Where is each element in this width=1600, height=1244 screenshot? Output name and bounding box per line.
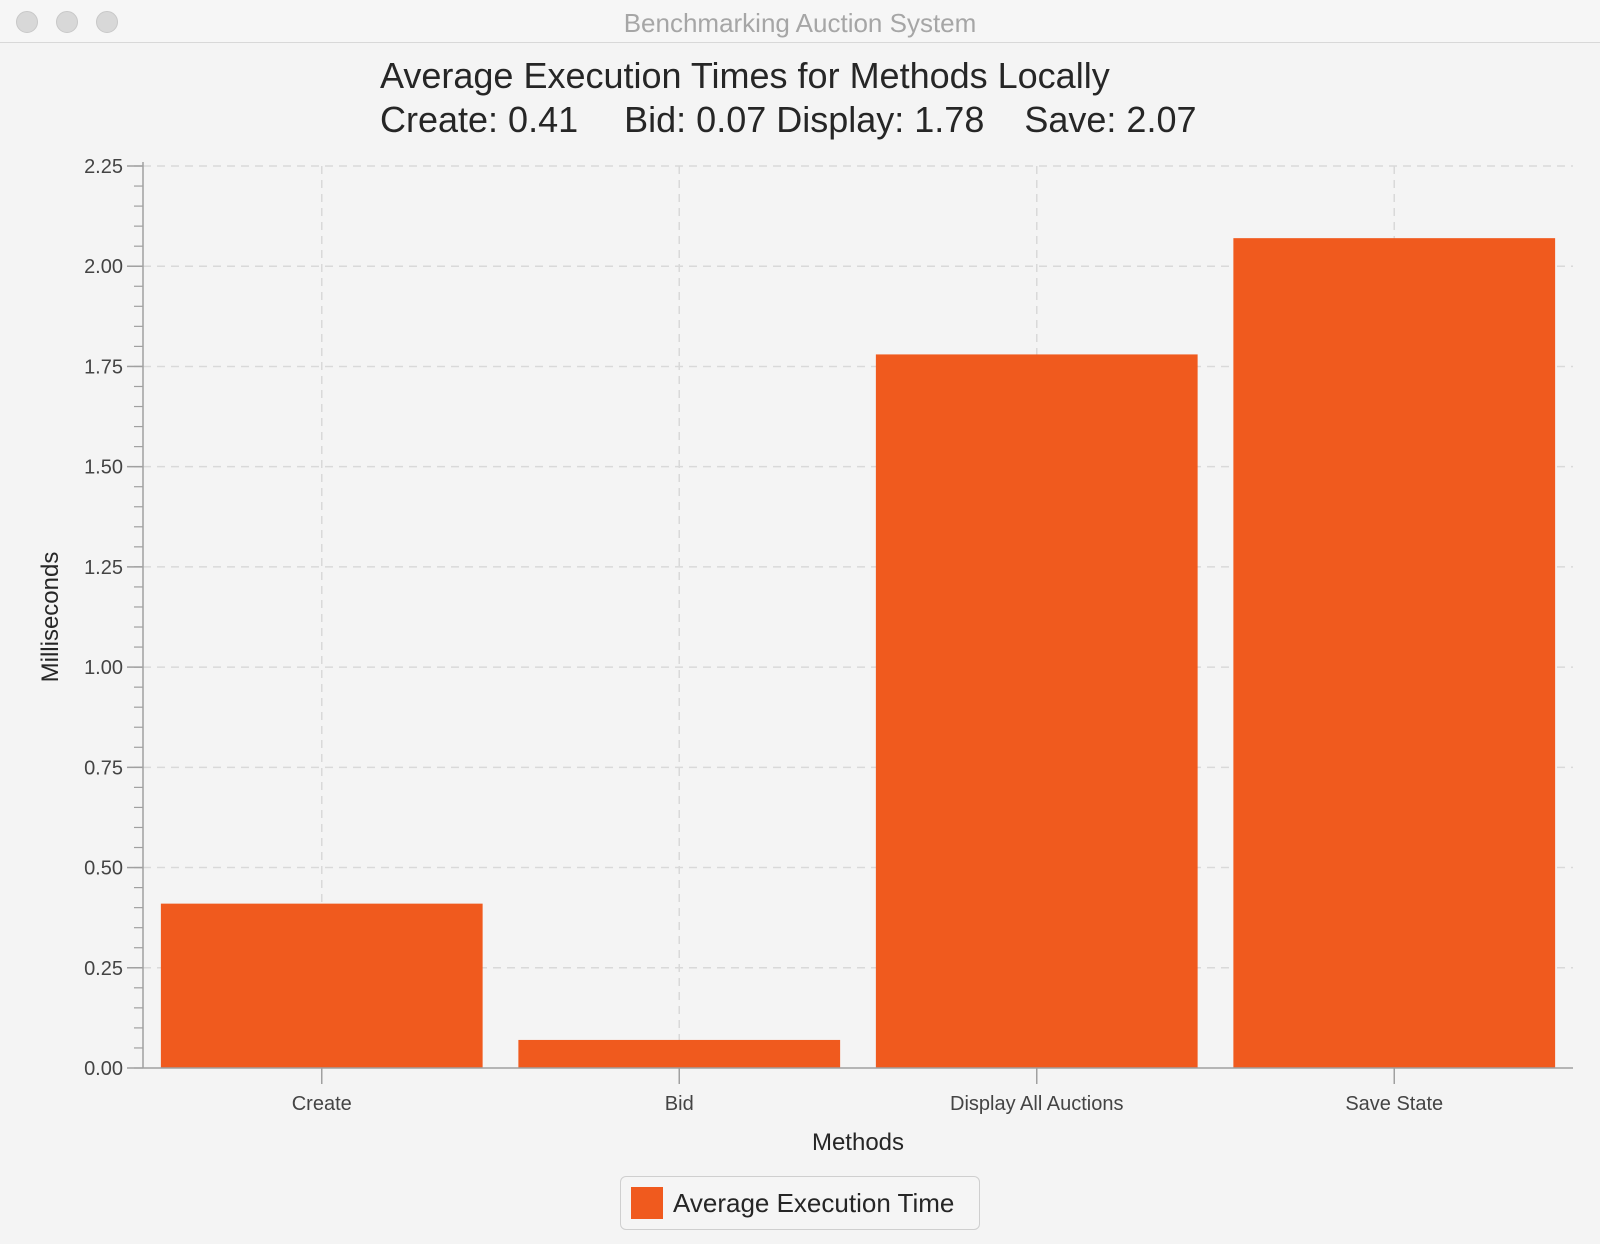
- y-tick-label: 1.25: [84, 557, 123, 579]
- y-axis-label: Milliseconds: [37, 552, 64, 683]
- y-tick-label: 1.75: [84, 356, 123, 378]
- x-tick-label: Create: [292, 1093, 352, 1115]
- chart-title-block: Average Execution Times for Methods Loca…: [380, 54, 1197, 142]
- legend-label: Average Execution Time: [673, 1187, 955, 1218]
- y-tick-label: 0.75: [84, 757, 123, 779]
- window-title: Benchmarking Auction System: [623, 8, 977, 38]
- y-tick-label: 1.00: [84, 657, 123, 679]
- y-tick-label: 0.00: [84, 1058, 123, 1080]
- window-titlebar: Benchmarking Auction System: [0, 0, 1600, 43]
- bar-display-all-auctions: [875, 354, 1198, 1068]
- subtitle-create: Create: 0.41: [380, 99, 579, 140]
- x-axis-label: Methods: [812, 1129, 904, 1156]
- x-tick-label: Bid: [665, 1093, 694, 1115]
- bar-bid: [518, 1039, 841, 1068]
- chart-subtitle: Create: 0.41 Bid: 0.07 Display: 1.78 Sav…: [380, 98, 1197, 142]
- legend: Average Execution Time: [620, 1176, 980, 1230]
- x-tick-label: Save State: [1345, 1093, 1443, 1115]
- y-tick-label: 2.25: [84, 156, 123, 178]
- y-tick-label: 1.50: [84, 457, 123, 479]
- subtitle-bid-display: Bid: 0.07 Display: 1.78: [624, 99, 985, 140]
- bar-create: [160, 903, 483, 1068]
- close-window-button[interactable]: [16, 11, 38, 33]
- y-tick-label: 2.00: [84, 256, 123, 278]
- y-tick-label: 0.50: [84, 858, 123, 880]
- chart-title: Average Execution Times for Methods Loca…: [380, 55, 1110, 96]
- bars: [160, 238, 1556, 1068]
- axes: [127, 162, 1573, 1084]
- subtitle-save: Save: 2.07: [1024, 99, 1197, 140]
- legend-swatch: [631, 1187, 663, 1219]
- bar-save-state: [1233, 238, 1556, 1068]
- y-tick-label: 0.25: [84, 958, 123, 980]
- zoom-window-button[interactable]: [96, 11, 118, 33]
- tick-labels: 0.00 0.25 0.50 0.75 1.00 1.25 1.50 1.75 2.00 2.25…: [84, 156, 1443, 1115]
- x-tick-label: Display All Auctions: [950, 1093, 1123, 1115]
- minimize-window-button[interactable]: [56, 11, 78, 33]
